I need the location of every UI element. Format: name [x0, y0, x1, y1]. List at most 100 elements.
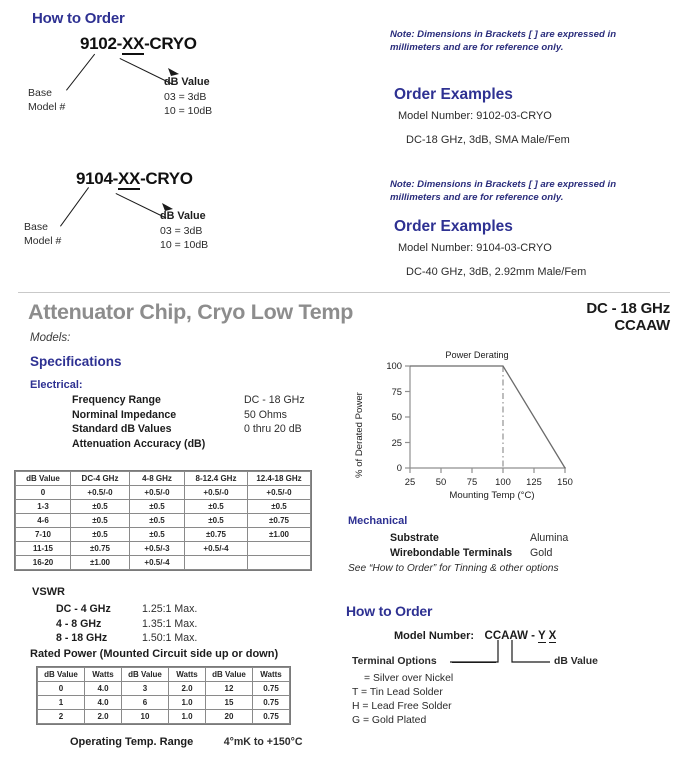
chart-plot [405, 365, 566, 473]
chart-xtick-125: 125 [526, 476, 542, 487]
chart-ytick-0: 0 [396, 462, 402, 473]
table-header-row: dB Value DC-4 GHz 4-8 GHz 8-12.4 GHz 12.4-18… [15, 471, 311, 486]
table-cell: 2.0 [84, 709, 122, 724]
db-value-line-1b: 10 = 10dB [164, 105, 213, 117]
rated-power-heading: Rated Power (Mounted Circuit side up or … [30, 648, 279, 660]
chart-xtick-150: 150 [557, 476, 573, 487]
table-header-cell: DC-4 GHz [70, 471, 130, 486]
part-number-9102: 9102-XX-CRYO [80, 34, 197, 55]
chart-xtick-25: 25 [404, 476, 416, 487]
table-cell: 2 [37, 709, 85, 724]
table-cell: 6 [121, 695, 169, 710]
vswr-value: 1.50:1 Max. [142, 632, 198, 645]
db-value-label-bottom: dB Value [554, 656, 598, 667]
db-value-line-2b: 10 = 10dB [160, 239, 209, 251]
chart-x-axis-label: Mounting Temp (°C) [449, 490, 535, 501]
vswr-value: 1.25:1 Max. [142, 603, 198, 615]
part-variable-2: XX [117, 169, 141, 190]
table-cell: 0 [15, 485, 71, 500]
mechanical-footnote: See “How to Order” for Tinning & other o… [348, 563, 559, 574]
spec-row: Standard dB Values 0 thru 20 dB [72, 422, 332, 437]
table-cell: ±0.5 [129, 499, 185, 514]
table-header-cell: Watts [84, 667, 122, 682]
spec-value: 50 Ohms [244, 408, 287, 421]
table-cell: 0.75 [252, 709, 290, 724]
base-label2-line1: Base [24, 221, 48, 233]
table-row: 4-6 ±0.5 ±0.5 ±0.5 ±0.75 [15, 513, 311, 528]
spec-row: Norminal Impedance 50 Ohms [72, 408, 332, 423]
vswr-row: DC - 4 GHz 1.25:1 Max. [56, 602, 316, 617]
vswr-name: DC - 4 GHz [56, 603, 111, 615]
mechanical-value: Gold [530, 546, 553, 559]
series-badge: CCAAW [614, 317, 670, 334]
table-row: 0 +0.5/-0 +0.5/-0 +0.5/-0 +0.5/-0 [15, 485, 311, 500]
table-cell: ±0.75 [247, 513, 311, 528]
spec-name: Standard dB Values [72, 423, 172, 436]
spec-value: DC - 18 GHz [244, 394, 305, 406]
db-value-block-1: dB Value 03 = 3dB 10 = 10dB [164, 76, 212, 118]
terminal-options-label: Terminal Options [352, 656, 437, 667]
part-prefix: 9102- [80, 34, 122, 53]
vswr-name: 4 - 8 GHz [56, 617, 102, 630]
db-value-title-2: dB Value [160, 210, 206, 222]
table-row: 7-10 ±0.5 ±0.5 ±0.75 ±1.00 [15, 527, 311, 542]
electrical-heading: Electrical: [30, 379, 83, 391]
table-header-cell: Watts [252, 667, 290, 682]
base-label-line1: Base [28, 87, 52, 99]
chart-title: Power Derating [445, 350, 509, 360]
table-row: 2 2.0 10 1.0 20 0.75 [37, 709, 290, 724]
table-cell: 1.0 [168, 695, 206, 710]
mechanical-heading: Mechanical [348, 515, 408, 527]
table-cell: ±0.5 [129, 513, 185, 528]
vswr-list: DC - 4 GHz 1.25:1 Max. 4 - 8 GHz 1.35:1 Ma… [56, 602, 316, 646]
specifications-heading: Specifications [30, 354, 122, 369]
terminal-options-list: = Silver over Nickel T = Tin Lead Solder… [352, 672, 652, 728]
table-cell: +0.5/-3 [129, 541, 185, 556]
model-var-y: Y [537, 630, 546, 643]
chart-ytick-50: 50 [391, 411, 402, 422]
table-cell: ±0.5 [70, 499, 130, 514]
model-number-label: Model Number: [394, 630, 475, 642]
mechanical-value: Alumina [530, 532, 569, 544]
table-header-cell: dB Value [205, 667, 253, 682]
models-label: Models: [30, 332, 71, 344]
table-header-cell: dB Value [15, 471, 71, 486]
terminal-option-item: = Silver over Nickel [364, 673, 454, 684]
table-header-cell: 8-12.4 GHz [184, 471, 248, 486]
table-header-cell: 4-8 GHz [129, 471, 185, 486]
order-example-desc-2: DC-40 GHz, 3dB, 2.92mm Male/Fem [406, 266, 587, 278]
db-value-line-2a: 03 = 3dB [160, 225, 203, 237]
arrow-head-icon-2 [162, 203, 173, 211]
table-cell: ±1.00 [247, 527, 311, 542]
power-derating-chart: Power Derating % of Derated Power [352, 350, 582, 501]
terminal-option-item: H = Lead Free Solder [352, 701, 452, 712]
base-label2-line2: Model # [24, 235, 62, 247]
table-cell: 4.0 [84, 695, 122, 710]
table-cell: ±0.75 [184, 527, 248, 542]
table-cell: 3 [121, 681, 169, 696]
table-cell: ±0.5 [184, 499, 248, 514]
table-cell: ±1.00 [70, 555, 130, 570]
order-examples-heading-2: Order Examples [394, 218, 513, 235]
mechanical-list: Substrate Alumina Wirebondable Terminals G… [390, 531, 670, 560]
table-cell: +0.5/-4 [129, 555, 185, 570]
model-var-x: X [548, 630, 557, 643]
table-cell: ±0.5 [184, 513, 248, 528]
db-value-title-1: dB Value [164, 76, 210, 88]
order-example-desc-1: DC-18 GHz, 3dB, SMA Male/Fem [406, 134, 570, 146]
part-suffix: -CRYO [144, 34, 197, 53]
vswr-row: 4 - 8 GHz 1.35:1 Max. [56, 617, 316, 632]
mechanical-name: Wirebondable Terminals [390, 546, 513, 559]
leader-line-base-2 [60, 187, 90, 227]
table-cell: 1.0 [168, 709, 206, 724]
chart-ytick-100: 100 [386, 360, 402, 371]
table-cell [184, 555, 248, 570]
vswr-name: 8 - 18 GHz [56, 632, 108, 645]
section-divider [18, 292, 670, 293]
part-variable: XX [121, 34, 145, 55]
table-cell: +0.5/-0 [184, 485, 248, 500]
base-model-label-2: Base Model # [24, 220, 61, 248]
model-number-base: CCAAW - [484, 630, 538, 642]
table-cell: 10 [121, 709, 169, 724]
